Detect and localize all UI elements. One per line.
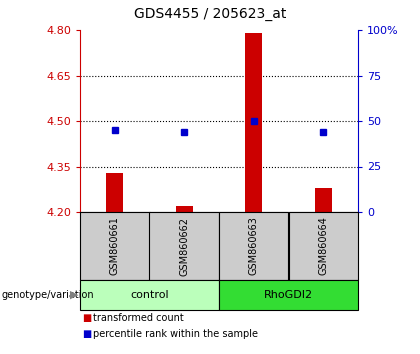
Text: ▶: ▶ — [70, 290, 78, 300]
Text: GSM860662: GSM860662 — [179, 217, 189, 275]
Text: percentile rank within the sample: percentile rank within the sample — [93, 329, 258, 339]
Text: GSM860663: GSM860663 — [249, 217, 259, 275]
Text: control: control — [130, 290, 169, 300]
Bar — [245, 33, 262, 212]
Text: RhoGDI2: RhoGDI2 — [264, 290, 313, 300]
Text: ■: ■ — [82, 329, 91, 339]
Text: ■: ■ — [82, 313, 91, 323]
Text: GSM860664: GSM860664 — [318, 217, 328, 275]
Bar — [315, 188, 332, 212]
Bar — [106, 172, 123, 212]
Text: GDS4455 / 205623_at: GDS4455 / 205623_at — [134, 7, 286, 21]
Bar — [176, 206, 193, 212]
Text: transformed count: transformed count — [93, 313, 184, 323]
Text: genotype/variation: genotype/variation — [2, 290, 94, 300]
Text: GSM860661: GSM860661 — [110, 217, 120, 275]
